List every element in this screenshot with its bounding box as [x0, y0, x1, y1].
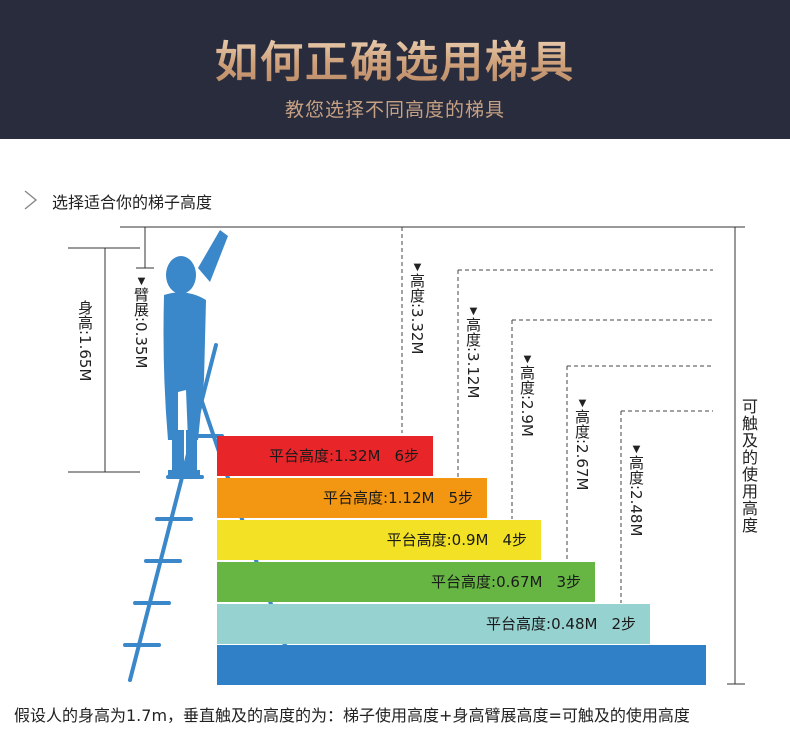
- page-subtitle: 教您选择不同高度的梯具: [284, 99, 505, 121]
- platform-steps-label: 4步: [502, 531, 527, 549]
- platform-height-label: 平台高度:0.48M: [486, 615, 598, 633]
- height-label-3.32: ▼高度:3.32M: [408, 262, 426, 355]
- triangle-down-icon: ▼: [136, 276, 147, 287]
- reach-height-label: 可触及的使用高度: [739, 398, 758, 534]
- triangle-down-icon: ▼: [412, 262, 423, 273]
- triangle-down-icon: ▼: [577, 398, 588, 409]
- floor-base: [217, 645, 706, 685]
- person-figure: [163, 230, 228, 476]
- platform-height-label: 平台高度:0.9M: [386, 531, 489, 549]
- platform-steps-label: 3步: [556, 573, 581, 591]
- platform-step-5: 平台高度:1.12M 5步: [217, 478, 487, 518]
- height-label-2.9: ▼高度:2.9M: [518, 354, 536, 437]
- platform-step-6: 平台高度:1.32M 6步: [217, 436, 433, 476]
- height-label-3.12: ▼高度:3.12M: [464, 306, 482, 399]
- platform-step-4: 平台高度:0.9M 4步: [217, 520, 541, 560]
- platform-height-label: 平台高度:1.32M: [269, 447, 381, 465]
- arm-span-label: ▼臂展:0.35M: [132, 276, 150, 369]
- triangle-down-icon: ▼: [522, 354, 533, 365]
- platform-step-2: 平台高度:0.48M 2步: [217, 604, 650, 644]
- chevron-right-icon: [24, 190, 38, 210]
- page-title: 如何正确选用梯具: [0, 28, 790, 90]
- platform-steps-label: 6步: [394, 447, 419, 465]
- header-banner: 如何正确选用梯具 教您选择不同高度的梯具: [0, 0, 790, 139]
- height-label-2.48: ▼高度:2.48M: [627, 444, 645, 537]
- triangle-down-icon: ▼: [468, 306, 479, 317]
- triangle-down-icon: ▼: [631, 444, 642, 455]
- platform-steps-label: 2步: [611, 615, 636, 633]
- footer-note: 假设人的身高为1.7m，垂直触及的高度的为：梯子使用高度+身高臂展高度=可触及的…: [14, 706, 690, 725]
- height-label-2.67: ▼高度:2.67M: [573, 398, 591, 491]
- body-height-label: 身高:1.65M: [76, 300, 94, 382]
- platform-step-3: 平台高度:0.67M 3步: [217, 562, 595, 602]
- platform-steps-label: 5步: [448, 489, 473, 507]
- section-title: 选择适合你的梯子高度: [52, 193, 213, 212]
- platform-height-label: 平台高度:1.12M: [323, 489, 435, 507]
- platform-height-label: 平台高度:0.67M: [431, 573, 543, 591]
